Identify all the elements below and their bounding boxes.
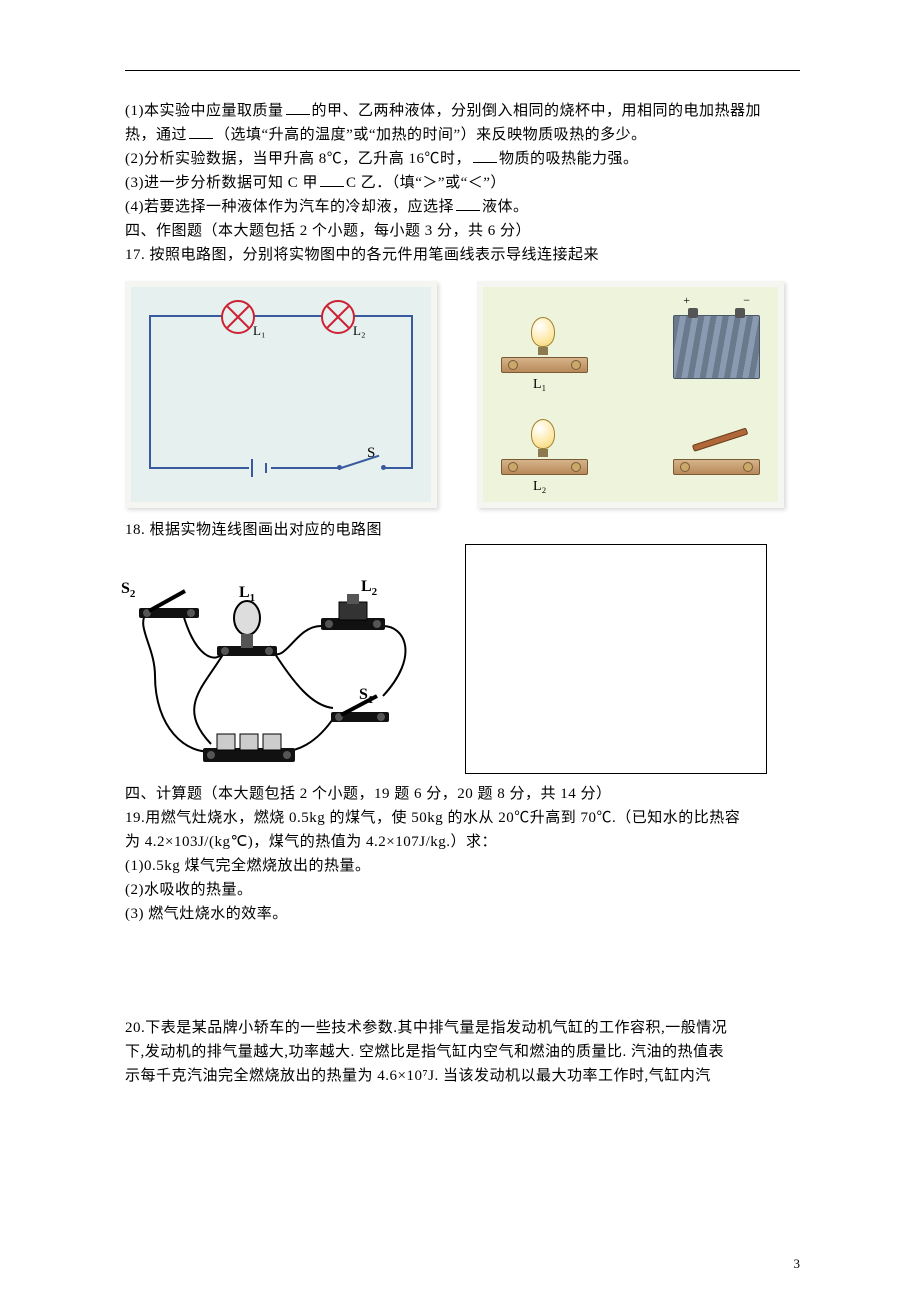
battery-icon xyxy=(673,315,760,379)
text: (3)进一步分析数据可知 C 甲 xyxy=(125,175,318,191)
q17-text: 17. 按照电路图，分别将实物图中的各元件用笔画线表示导线连接起来 xyxy=(125,243,800,267)
blank xyxy=(189,124,213,139)
text: (4)若要选择一种液体作为汽车的冷却液，应选择 xyxy=(125,199,454,215)
bulb-l2-icon xyxy=(531,419,555,457)
q20-b: 下,发动机的排气量越大,功率越大. 空燃比是指气缸内空气和燃油的质量比. 汽油的… xyxy=(125,1040,800,1064)
q20-a: 20.下表是某品牌小轿车的一些技术参数.其中排气量是指发动机气缸的工作容积,一般… xyxy=(125,1016,800,1040)
text: （选填“升高的温度”或“加热的时间”）来反映物质吸热的多少。 xyxy=(215,127,647,143)
label-l1: L₁ xyxy=(253,323,265,339)
batt-plus: + xyxy=(683,293,690,308)
text: 的甲、乙两种液体，分别倒入相同的烧杯中，用相同的电加热器加 xyxy=(312,103,762,119)
lamp-l2-icon xyxy=(321,300,355,334)
top-rule xyxy=(125,70,800,71)
batt-minus: − xyxy=(743,293,750,308)
blank xyxy=(473,148,497,163)
q20-c: 示每千克汽油完全燃烧放出的热量为 4.6×10⁷J. 当该发动机以最大功率工作时… xyxy=(125,1064,800,1088)
q19-e: (3) 燃气灶烧水的效率。 xyxy=(125,902,800,926)
label-s: S xyxy=(367,445,375,462)
text: 物质的吸热能力强。 xyxy=(499,151,639,167)
q19-c: (1)0.5kg 煤气完全燃烧放出的热量。 xyxy=(125,854,800,878)
text: 热，通过 xyxy=(125,127,187,143)
q17-schematic: L₁ L₂ S xyxy=(125,281,437,508)
section-4a-heading: 四、作图题（本大题包括 2 个小题，每小题 3 分，共 6 分） xyxy=(125,219,800,243)
blank xyxy=(456,196,480,211)
blank xyxy=(320,172,344,187)
q17-figures: L₁ L₂ S L₁ xyxy=(125,281,800,508)
q16-4: (4)若要选择一种液体作为汽车的冷却液，应选择 液体。 xyxy=(125,195,800,219)
q16-1b: 热，通过 （选填“升高的温度”或“加热的时间”）来反映物质吸热的多少。 xyxy=(125,123,800,147)
q18-answer-box xyxy=(465,544,767,774)
section-4b-heading: 四、计算题（本大题包括 2 个小题，19 题 6 分，20 题 8 分，共 14… xyxy=(125,782,800,806)
q16-1: (1)本实验中应量取质量 的甲、乙两种液体，分别倒入相同的烧杯中，用相同的电加热器… xyxy=(125,99,800,123)
q19-a: 19.用燃气灶烧水，燃烧 0.5kg 的煤气，使 50kg 的水从 20℃升高到… xyxy=(125,806,800,830)
knife-switch-icon xyxy=(675,435,760,475)
label-l2: L₂ xyxy=(353,323,365,339)
q16-2: (2)分析实验数据，当甲升高 8℃，乙升高 16℃时， 物质的吸热能力强。 xyxy=(125,147,800,171)
bulb-base-l1 xyxy=(501,357,588,373)
q19-b: 为 4.2×103J/(kg℃)，煤气的热值为 4.2×107J/kg.）求： xyxy=(125,830,800,854)
q19-d: (2)水吸收的热量。 xyxy=(125,878,800,902)
text: (2)分析实验数据，当甲升高 8℃，乙升高 16℃时， xyxy=(125,151,471,167)
phys-label-l1: L₁ xyxy=(533,377,546,393)
blank xyxy=(286,100,310,115)
q17-physical: L₁ + − L₂ xyxy=(477,281,784,508)
lamp-l1-icon xyxy=(221,300,255,334)
phys-label-l2: L₂ xyxy=(533,479,546,495)
text: C 乙．（填“＞”或“＜”） xyxy=(346,175,506,191)
q18-figures: S2 L1 L2 S1 xyxy=(125,556,800,776)
text: (1)本实验中应量取质量 xyxy=(125,103,284,119)
q18-physical: S2 L1 L2 S1 xyxy=(125,556,425,776)
q18-text: 18. 根据实物连线图画出对应的电路图 xyxy=(125,518,800,542)
q16-3: (3)进一步分析数据可知 C 甲 C 乙．（填“＞”或“＜”） xyxy=(125,171,800,195)
page-number: 3 xyxy=(794,1256,801,1272)
q18-svg xyxy=(125,556,425,776)
text: 液体。 xyxy=(482,199,529,215)
bulb-l1-icon xyxy=(531,317,555,355)
bulb-base-l2 xyxy=(501,459,588,475)
